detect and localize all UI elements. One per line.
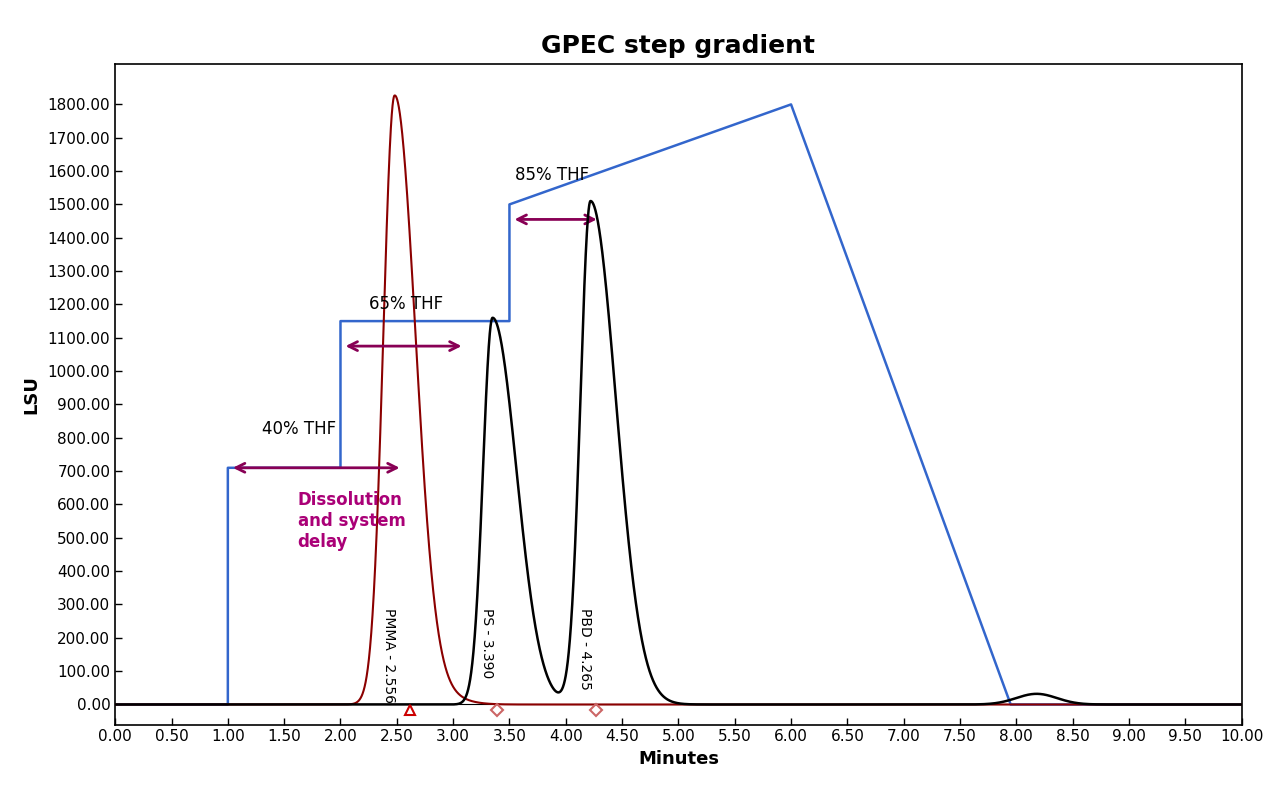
Text: 40% THF: 40% THF <box>261 419 335 438</box>
Text: Dissolution
and system
delay: Dissolution and system delay <box>298 491 406 551</box>
Y-axis label: LSU: LSU <box>23 375 41 414</box>
Text: PBD - 4.265: PBD - 4.265 <box>577 608 591 690</box>
Text: 85% THF: 85% THF <box>515 167 589 184</box>
Title: GPEC step gradient: GPEC step gradient <box>541 35 815 58</box>
Text: 65% THF: 65% THF <box>369 295 443 313</box>
Text: PMMA - 2.556: PMMA - 2.556 <box>381 608 396 703</box>
X-axis label: Minutes: Minutes <box>637 750 719 768</box>
Text: PS - 3.390: PS - 3.390 <box>480 608 494 678</box>
